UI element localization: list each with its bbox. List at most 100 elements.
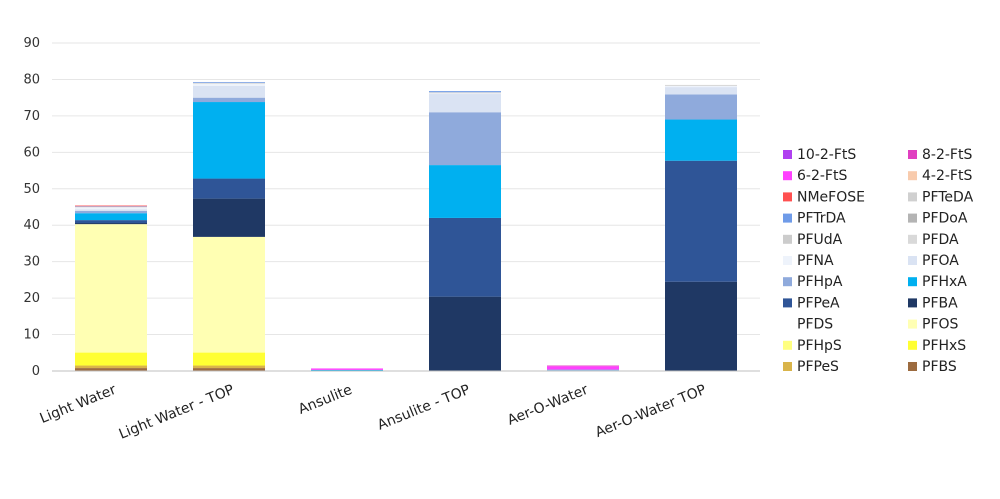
legend-swatch [783, 298, 792, 308]
bar-segment-pfpea [75, 220, 147, 224]
x-category-label: Aer-O-Water [505, 382, 591, 429]
legend-swatch [783, 256, 792, 265]
legend-item: PFHxS [908, 338, 966, 354]
bar-segment-pfhxs [75, 352, 147, 366]
legend-label: PFUdA [797, 232, 843, 248]
legend-item: PFHpS [783, 338, 842, 354]
legend-label: PFPeA [797, 295, 840, 311]
legend-label: PFNA [797, 253, 834, 269]
bar-segment-pfda [665, 84, 737, 87]
legend-swatch [908, 213, 917, 223]
bar-segment-pfhpa [547, 369, 619, 371]
legend-label: PFHxS [922, 338, 966, 354]
bar-segment-pfos [193, 236, 265, 352]
bar-segment-nmefose [75, 205, 147, 207]
y-tick-label: 20 [23, 291, 40, 306]
legend-item: 8-2-FtS [908, 147, 972, 163]
bar-segment-pfba [193, 198, 265, 237]
y-tick-label: 70 [23, 109, 40, 124]
legend-item: PFHxA [908, 274, 967, 290]
bar-segment-pfpes [75, 365, 147, 369]
legend-item: PFPeS [783, 359, 839, 375]
y-tick-label: 10 [23, 328, 40, 343]
bar-segment-pftrda [75, 206, 147, 207]
bar-stack [429, 91, 501, 371]
bar-segment-pfpea [665, 160, 737, 282]
legend-label: PFBS [922, 359, 957, 375]
legend-item: PFOA [908, 253, 959, 269]
bar-segment-pfbs [75, 368, 147, 371]
bar-segment-pfna [75, 207, 147, 210]
y-tick-label: 0 [32, 364, 40, 379]
bar-segment-pfna [193, 83, 265, 87]
bar-stack [75, 205, 147, 371]
bar-stack [311, 368, 383, 371]
grid-lines [52, 42, 760, 336]
bar-segment-pfpea [193, 178, 265, 199]
bar-segment-pfhxa [75, 213, 147, 221]
bar-segment-pfhpa [429, 112, 501, 166]
x-category-label: Ansulite [296, 382, 354, 418]
bar-segment-pfhxa [193, 102, 265, 179]
legend-label: NMeFOSE [797, 189, 865, 205]
legend-swatch [783, 171, 792, 181]
legend-label: PFBA [922, 295, 958, 311]
legend-item: PFTrDA [783, 211, 846, 227]
legend-swatch [783, 192, 792, 202]
bar-segment-6-2-fts [547, 366, 619, 370]
legend: 10-2-FtS 8-2-FtS 6-2-FtS 4-2-FtS NMeFOSE PFTe… [783, 147, 974, 375]
y-tick-label: 80 [23, 72, 40, 87]
bar-segment-pfhps [193, 351, 265, 353]
x-category-label: Light Water [38, 382, 119, 427]
legend-swatch [908, 256, 917, 265]
legend-swatch [908, 298, 917, 308]
x-category-label: Aer-O-Water TOP [593, 382, 708, 441]
bar-segment-pfba [75, 223, 147, 225]
legend-item: PFDoA [908, 211, 968, 227]
legend-label: PFHxA [922, 274, 967, 290]
legend-item: PFHpA [783, 274, 843, 290]
bar-stack [547, 365, 619, 371]
bar-segment-6-2-fts [311, 368, 383, 370]
bar-segment-pfhpa [75, 211, 147, 214]
bar-segment-pfda [193, 82, 265, 84]
legend-item: 6-2-FtS [783, 168, 847, 184]
bar-segment-pfos [75, 224, 147, 352]
legend-label: PFDA [922, 232, 959, 248]
bar-segment-pftrda [429, 91, 501, 93]
y-tick-label: 30 [23, 255, 40, 270]
legend-label: PFHpS [797, 338, 842, 354]
legend-label: PFTeDA [922, 189, 974, 205]
y-tick-label: 40 [23, 218, 40, 233]
legend-swatch [908, 150, 917, 159]
y-tick-label: 60 [23, 145, 40, 160]
legend-label: PFPeS [797, 359, 839, 375]
legend-item: PFPeA [783, 295, 840, 311]
bar-segment-pfhxa [311, 369, 383, 371]
legend-swatch [783, 234, 792, 244]
legend-label: 10-2-FtS [797, 147, 856, 163]
legend-swatch [908, 277, 917, 287]
legend-label: PFOA [922, 253, 959, 269]
legend-label: 6-2-FtS [797, 168, 847, 184]
legend-item: PFTeDA [908, 189, 974, 205]
bar-segment-pfoa [193, 86, 265, 98]
legend-swatch [783, 362, 792, 371]
bar-segment-pfhxs [193, 352, 265, 366]
bar-segment-pfhxa [429, 165, 501, 218]
legend-label: 8-2-FtS [922, 147, 972, 163]
bar-segment-pfhps [75, 351, 147, 353]
x-category-label: Light Water - TOP [117, 382, 237, 443]
legend-swatch [783, 150, 792, 159]
legend-swatch [908, 319, 917, 329]
legend-swatch [783, 213, 792, 223]
bar-segment-pfhxa [665, 119, 737, 161]
legend-label: PFHpA [797, 274, 843, 290]
bar-segment-pfpea [429, 217, 501, 297]
legend-item: PFOS [908, 317, 959, 333]
legend-item: PFBA [908, 295, 958, 311]
bar-segment-pftrda [193, 81, 265, 83]
bar-segment-8-2-fts [547, 365, 619, 367]
y-tick-label: 90 [23, 36, 40, 51]
